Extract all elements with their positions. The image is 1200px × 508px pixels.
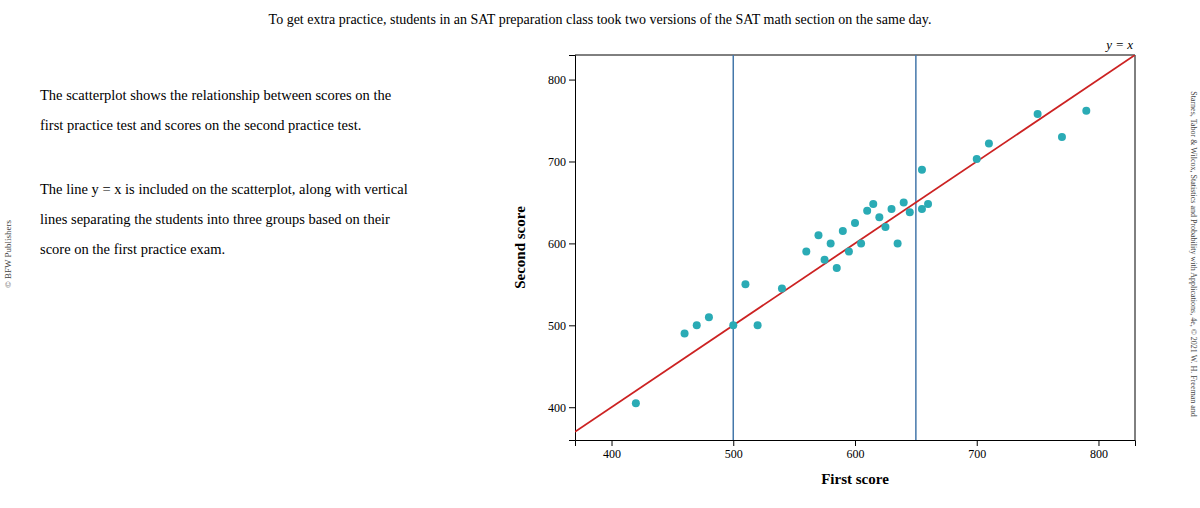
frame-top (575, 55, 1135, 56)
vertical-line (733, 55, 735, 440)
y-tick-label: 600 (548, 237, 566, 251)
x-axis: 400 500 600 700 800 (576, 440, 1136, 461)
point (821, 256, 829, 264)
point (814, 231, 822, 239)
point (1082, 107, 1090, 115)
text-line: The scatterplot shows the relationship b… (40, 87, 391, 103)
point (778, 284, 786, 292)
point (924, 200, 932, 208)
point (900, 198, 908, 206)
y-tick-mark (569, 325, 575, 326)
identity-line (575, 55, 1135, 432)
y-tick-mark (569, 80, 575, 81)
y-axis-line (569, 56, 576, 441)
point (839, 227, 847, 235)
x-tick-label: 700 (968, 447, 986, 461)
point (985, 139, 993, 147)
chart: To get extra practice, students in an SA… (0, 0, 1200, 508)
point (888, 205, 896, 213)
point (906, 208, 914, 216)
point (833, 264, 841, 272)
point (845, 248, 853, 256)
y-axis-title: Second score (512, 206, 528, 289)
x-axis-title: First score (821, 471, 889, 487)
y-tick: 600 (548, 237, 575, 251)
point (754, 321, 762, 329)
x-tick-mark (855, 440, 856, 446)
publisher-label: © BFW Publishers (3, 219, 13, 288)
point (729, 321, 737, 329)
x-axis-line (576, 441, 1136, 447)
point (918, 166, 926, 174)
point (802, 248, 810, 256)
x-tick: 700 (968, 440, 986, 461)
point (851, 219, 859, 227)
text-line: first practice test and scores on the se… (40, 117, 361, 133)
point (894, 239, 902, 247)
point (881, 223, 889, 231)
title: To get extra practice, students in an SA… (269, 12, 932, 27)
y-tick-mark (569, 243, 575, 244)
y-tick: 400 (548, 401, 575, 415)
point (632, 399, 640, 407)
x-tick: 800 (1090, 440, 1108, 461)
point (1058, 133, 1066, 141)
point (973, 155, 981, 163)
point (869, 200, 877, 208)
y-tick-mark (569, 407, 575, 408)
text-line: score on the first practice exam. (40, 241, 225, 257)
y-axis: 400 500 600 700 800 (548, 56, 576, 441)
y-tick-label: 800 (548, 73, 566, 87)
y-tick-mark (569, 161, 575, 162)
x-tick-label: 500 (725, 447, 743, 461)
y-tick-label: 400 (548, 401, 566, 415)
point (693, 321, 701, 329)
x-tick: 500 (725, 440, 743, 461)
vertical-line (915, 55, 917, 440)
x-tick-mark (977, 440, 978, 446)
point (875, 213, 883, 221)
plot-area (575, 55, 1135, 440)
text-line: The line y = x is included on the scatte… (40, 181, 408, 197)
x-tick-mark (612, 440, 613, 446)
point (1034, 110, 1042, 118)
annotation: y = x (1104, 37, 1133, 52)
footnote: Starnes, Tabor & Wilcox, Statistics and … (1189, 91, 1198, 417)
point (741, 280, 749, 288)
point (827, 239, 835, 247)
x-tick-label: 400 (603, 447, 621, 461)
y-tick: 800 (548, 73, 575, 87)
y-tick-label: 700 (548, 155, 566, 169)
text-panel: The scatterplot shows the relationship b… (40, 87, 408, 257)
y-tick: 500 (548, 319, 575, 333)
x-tick-label: 800 (1090, 447, 1108, 461)
point (705, 313, 713, 321)
x-tick-mark (1098, 440, 1099, 446)
x-tick: 600 (847, 440, 865, 461)
frame-right (1135, 55, 1136, 440)
x-tick-mark (733, 440, 734, 446)
text-line: lines separating the students into three… (40, 211, 390, 227)
x-tick-label: 600 (847, 447, 865, 461)
point (681, 330, 689, 338)
x-tick: 400 (603, 440, 621, 461)
y-tick-label: 500 (548, 319, 566, 333)
point (857, 239, 865, 247)
point (863, 207, 871, 215)
y-tick: 700 (548, 155, 575, 169)
